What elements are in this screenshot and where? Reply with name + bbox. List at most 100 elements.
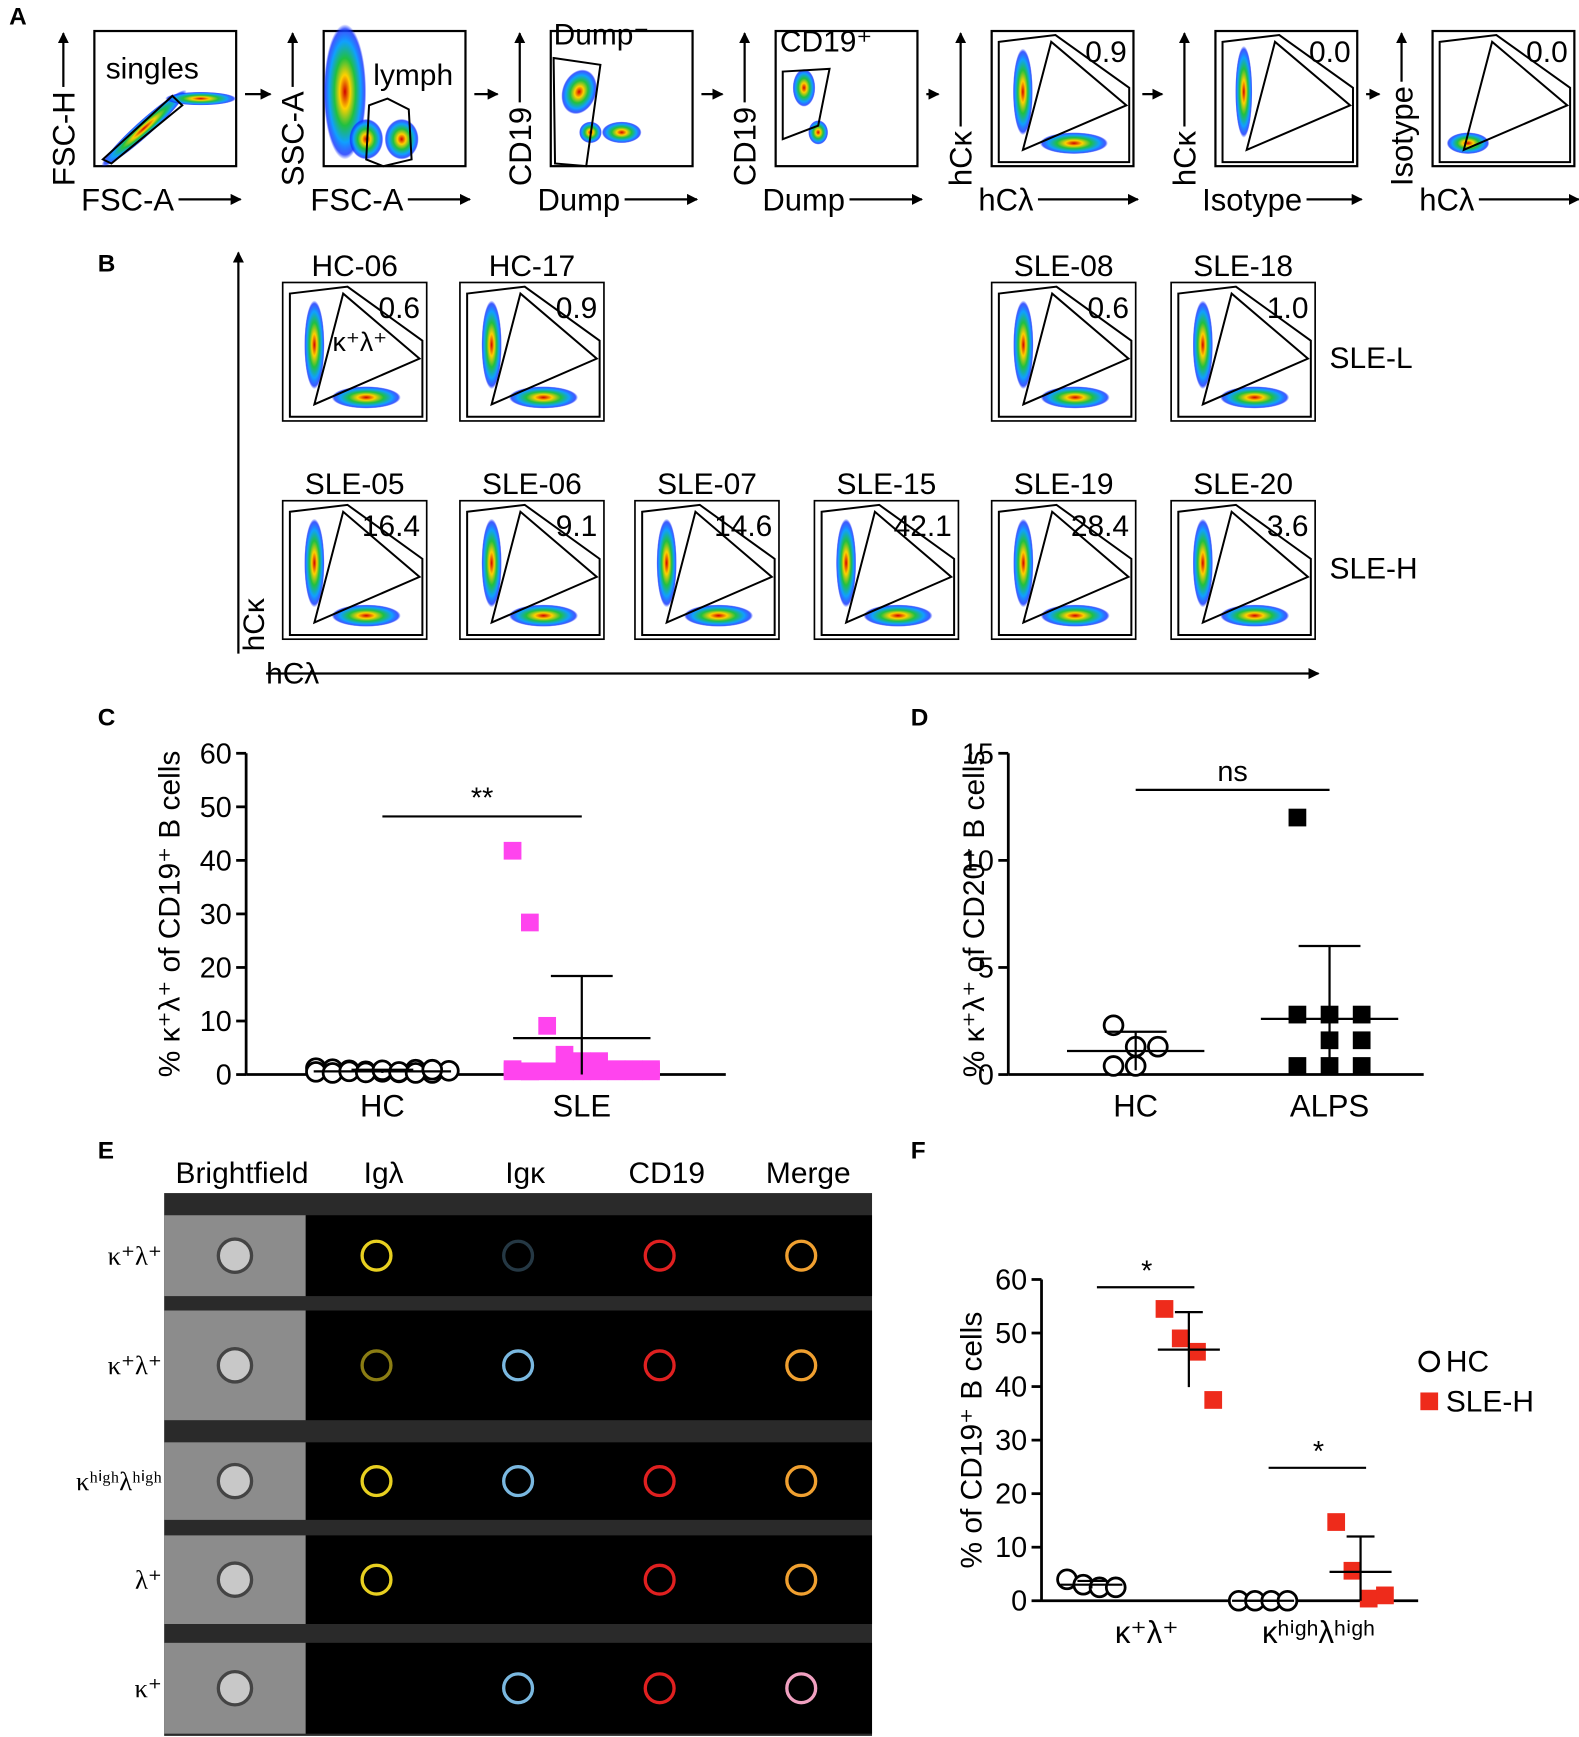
data-point — [1288, 1057, 1307, 1075]
gate-label: lymph — [373, 59, 453, 92]
density — [508, 604, 579, 627]
density — [1013, 518, 1034, 608]
gate-label: CD19⁺ — [780, 25, 872, 58]
x-axis-label: hCλ — [978, 182, 1034, 217]
row-label: SLE-H — [1330, 552, 1418, 585]
y-tick-label: 5 — [978, 952, 994, 984]
cell-stain — [643, 1465, 676, 1498]
y-tick-label: 15 — [962, 738, 994, 770]
gate — [641, 503, 776, 637]
data-point — [503, 1062, 522, 1081]
x-axis-label: hCλ — [1419, 182, 1475, 217]
significance-label: * — [1141, 1256, 1152, 1288]
gate — [312, 291, 422, 407]
x-tick-label: ALPS — [1290, 1089, 1369, 1124]
legend-marker — [1420, 1392, 1439, 1411]
density — [165, 91, 237, 106]
y-axis-label: hCκ — [944, 130, 979, 186]
density — [304, 300, 325, 390]
cell-stain — [502, 1239, 535, 1272]
column-header: Brightfield — [176, 1157, 309, 1190]
gate-label: κ⁺λ⁺ — [333, 327, 388, 357]
data-point — [1171, 1329, 1190, 1348]
fluorescence-image — [305, 1642, 873, 1734]
y-axis-label: % κ⁺λ⁺ of CD20⁺ B cells — [958, 751, 991, 1078]
plot-title: SLE-06 — [482, 468, 582, 501]
y-axis-label: % κ⁺λ⁺ of CD19⁺ B cells — [154, 751, 187, 1078]
y-tick-label: 10 — [962, 845, 994, 877]
column-header: CD19 — [629, 1157, 705, 1190]
x-axis-label: FSC-A — [81, 182, 174, 217]
density — [304, 518, 325, 608]
x-axis-label: Dump — [762, 182, 845, 217]
panel-label: C — [98, 705, 116, 732]
gate-value: 9.1 — [556, 510, 598, 543]
column-header: Merge — [766, 1157, 851, 1190]
gate — [1245, 40, 1353, 152]
gate — [288, 285, 424, 418]
plot-title: SLE-18 — [1193, 250, 1293, 283]
legend-label: HC — [1446, 1345, 1489, 1378]
gate — [1462, 40, 1570, 152]
data-point — [1204, 1391, 1223, 1409]
x-tick-label: κ⁺λ⁺ — [1115, 1615, 1179, 1650]
data-point — [1352, 1057, 1371, 1075]
data-point — [421, 1058, 444, 1081]
gate — [312, 510, 422, 625]
density — [508, 386, 579, 409]
y-tick-label: 50 — [200, 792, 232, 824]
density — [331, 386, 401, 409]
y-tick-label: 50 — [995, 1318, 1027, 1350]
gate-label: singles — [106, 52, 199, 85]
cell-stain — [502, 1672, 535, 1705]
legend-marker — [1418, 1350, 1441, 1373]
density — [1192, 300, 1213, 390]
gate — [997, 503, 1133, 637]
cell-stain — [360, 1563, 393, 1596]
x-axis-label: Dump — [537, 182, 620, 217]
y-tick-label: 40 — [200, 845, 232, 877]
significance-label: ** — [471, 783, 493, 815]
significance-label: * — [1313, 1436, 1324, 1468]
density — [101, 89, 187, 167]
cell-stain — [643, 1239, 676, 1272]
cell-stain — [360, 1465, 393, 1498]
data-point — [1102, 1014, 1125, 1037]
density — [384, 118, 419, 160]
y-tick-label: 0 — [1011, 1586, 1027, 1618]
gate — [490, 291, 599, 407]
y-axis-label: hCκ — [1168, 130, 1203, 186]
gate-value: 14.6 — [714, 510, 772, 543]
y-tick-label: 0 — [978, 1060, 994, 1092]
row-label: κ⁺λ⁺ — [108, 1350, 162, 1380]
density — [1039, 132, 1108, 155]
cell-stain — [643, 1563, 676, 1596]
density — [683, 604, 754, 627]
gate-value: 0.9 — [556, 292, 598, 325]
gate — [466, 503, 601, 637]
data-point — [521, 913, 539, 932]
gate-value: 0.6 — [1087, 292, 1129, 325]
cell — [216, 1669, 254, 1707]
fluorescence-image — [305, 1310, 873, 1421]
gate — [466, 285, 601, 418]
plot-title: SLE-05 — [305, 468, 405, 501]
data-point — [624, 1062, 643, 1081]
density — [601, 121, 642, 144]
data-point — [1155, 1300, 1174, 1318]
column-header: Igκ — [505, 1157, 545, 1190]
gate — [1021, 291, 1131, 407]
gate-value: 28.4 — [1071, 510, 1129, 543]
y-axis-label: FSC-H — [46, 91, 81, 186]
y-axis-label: % of CD19⁺ B cells — [956, 1312, 989, 1569]
density — [1446, 132, 1490, 155]
x-axis-label: hCλ — [266, 658, 319, 691]
fluorescence-image — [305, 1535, 873, 1625]
y-axis-label: Isotype — [1385, 86, 1420, 186]
density — [349, 118, 384, 160]
data-point — [607, 1062, 626, 1081]
x-tick-label: HC — [360, 1089, 405, 1124]
gate — [1201, 510, 1310, 625]
gate-label: Dump⁻ — [554, 19, 650, 52]
